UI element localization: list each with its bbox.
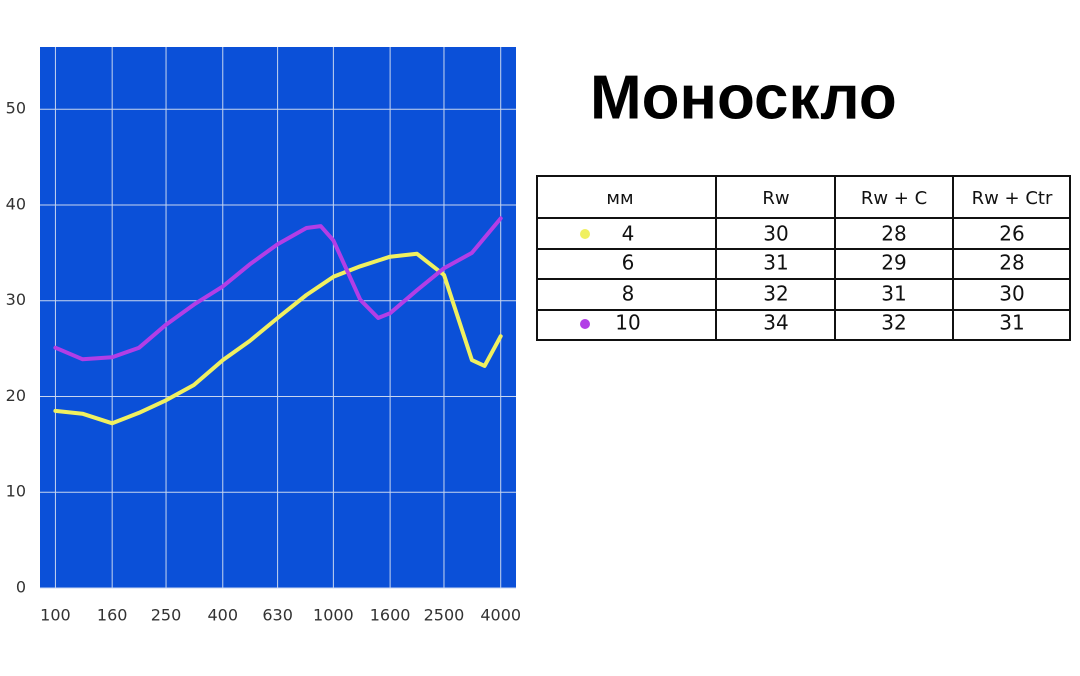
- table-cell: 31: [763, 251, 788, 275]
- table-cell: 4: [622, 222, 635, 246]
- table-cell: 31: [881, 282, 906, 306]
- table-cell: 26: [999, 222, 1024, 246]
- y-tick-label: 0: [16, 578, 26, 597]
- series-line: [53, 216, 503, 362]
- table-border: [536, 175, 1071, 341]
- table-header: Rw + Ctr: [972, 188, 1053, 209]
- legend-dot: [580, 229, 590, 239]
- legend-dot: [580, 319, 590, 329]
- page-title: Моноскло: [590, 63, 897, 132]
- x-tick-label: 4000: [480, 606, 521, 625]
- table-cell: 6: [622, 251, 635, 275]
- table-cell: 34: [763, 311, 788, 335]
- y-tick-label: 50: [6, 99, 26, 118]
- table-cell: 28: [881, 222, 906, 246]
- table-cell: 29: [881, 251, 906, 275]
- table-cell: 31: [999, 311, 1024, 335]
- x-tick-label: 250: [151, 606, 182, 625]
- x-tick-label: 630: [262, 606, 293, 625]
- x-tick-label: 400: [207, 606, 238, 625]
- y-tick-label: 10: [6, 482, 26, 501]
- x-tick-label: 1000: [313, 606, 354, 625]
- table-header: Rw: [762, 188, 789, 209]
- table-cell: 32: [881, 311, 906, 335]
- series-line: [53, 251, 503, 426]
- table: мм Rw Rw + C Rw + Ctr 4 30 28 26 6 31 29 28 8 32 31 30 1…: [536, 175, 1071, 341]
- y-tick-label: 20: [6, 386, 26, 405]
- table-cell: 10: [615, 311, 640, 335]
- x-tick-label: 2500: [424, 606, 465, 625]
- x-tick-label: 160: [97, 606, 128, 625]
- table-cell: 28: [999, 251, 1024, 275]
- table-cell: 30: [763, 222, 788, 246]
- table-cell: 8: [622, 282, 635, 306]
- y-tick-label: 40: [6, 194, 26, 213]
- table-cell: 32: [763, 282, 788, 306]
- x-tick-label: 1600: [370, 606, 411, 625]
- table-header: Rw + C: [861, 188, 927, 209]
- table-header: мм: [606, 188, 633, 209]
- y-tick-label: 30: [6, 290, 26, 309]
- table-cell: 30: [999, 282, 1024, 306]
- x-tick-label: 100: [40, 606, 71, 625]
